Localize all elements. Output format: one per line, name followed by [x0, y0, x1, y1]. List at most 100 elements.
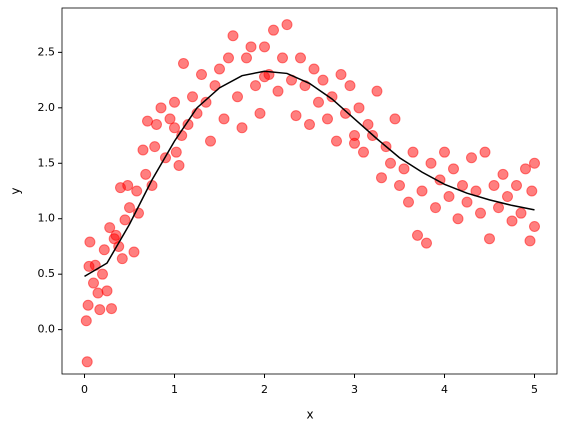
point [124, 202, 135, 214]
point [362, 118, 374, 130]
point [403, 196, 414, 208]
point [502, 191, 513, 203]
point [137, 144, 149, 156]
point [416, 185, 428, 197]
y-tick-label: 2.0 [38, 101, 56, 114]
point [524, 235, 536, 247]
plot-frame [61, 7, 558, 375]
x-axis-label: x [306, 408, 313, 422]
point [268, 24, 279, 36]
point [128, 246, 140, 258]
point [412, 229, 423, 241]
x-tick-label: 3 [351, 383, 358, 396]
point [173, 159, 185, 171]
point [82, 299, 94, 311]
point [448, 163, 459, 175]
x-tick-label: 0 [81, 383, 88, 396]
point [511, 179, 522, 191]
point [164, 113, 176, 125]
point [116, 253, 128, 265]
point [385, 157, 396, 169]
point [104, 222, 116, 234]
point [98, 244, 110, 256]
y-tick-label: 2.5 [38, 45, 56, 58]
point [97, 268, 108, 280]
point [430, 202, 441, 214]
point [236, 122, 248, 134]
point [479, 146, 491, 158]
point [515, 207, 527, 219]
point [331, 135, 342, 147]
point [241, 52, 252, 64]
point [209, 80, 221, 92]
point [349, 137, 360, 149]
point [421, 237, 432, 249]
point [80, 315, 92, 327]
point [272, 85, 284, 97]
y-tick-label: 1.5 [38, 156, 56, 169]
point [218, 113, 230, 125]
point [290, 110, 302, 122]
point [335, 69, 347, 81]
y-axis-label: y [9, 187, 23, 194]
point [322, 113, 333, 125]
point [353, 102, 365, 114]
point [149, 141, 161, 153]
point [101, 285, 113, 297]
y-tick-label: 0.5 [38, 267, 56, 280]
point [281, 19, 293, 31]
point [475, 207, 486, 219]
point [394, 179, 405, 191]
point [407, 146, 419, 158]
point [389, 113, 401, 125]
point [457, 179, 468, 191]
x-tick-label: 4 [441, 383, 448, 396]
point [304, 118, 315, 130]
point [187, 91, 198, 103]
x-tick-label: 2 [261, 383, 268, 396]
point [254, 107, 266, 119]
point [497, 168, 509, 180]
point [196, 69, 207, 81]
point [106, 303, 117, 315]
point [92, 287, 104, 299]
point [317, 74, 329, 86]
point [439, 146, 450, 158]
point [169, 122, 180, 134]
point [461, 196, 473, 208]
point [308, 63, 320, 75]
point [259, 41, 270, 53]
point [200, 96, 212, 108]
point [277, 52, 288, 64]
point [340, 107, 351, 119]
point [520, 163, 531, 175]
point [182, 118, 194, 130]
point [295, 52, 306, 64]
point [110, 229, 122, 241]
point [506, 215, 518, 227]
point [259, 71, 270, 83]
point [140, 168, 152, 180]
point [398, 163, 410, 175]
point [88, 277, 99, 289]
point [443, 191, 455, 203]
point [344, 80, 356, 92]
point [178, 57, 189, 69]
point [205, 135, 216, 147]
point [529, 157, 540, 169]
x-tick-label: 1 [171, 383, 178, 396]
point [142, 115, 153, 127]
y-tick-label: 0.0 [38, 323, 56, 336]
point [250, 80, 261, 92]
point [526, 185, 538, 197]
point [170, 146, 182, 158]
point [313, 96, 324, 108]
point [81, 356, 93, 368]
point [484, 233, 495, 245]
point [227, 30, 239, 42]
point [358, 146, 369, 158]
point [232, 91, 243, 103]
point [466, 152, 477, 164]
point [94, 304, 106, 316]
point [371, 85, 383, 97]
